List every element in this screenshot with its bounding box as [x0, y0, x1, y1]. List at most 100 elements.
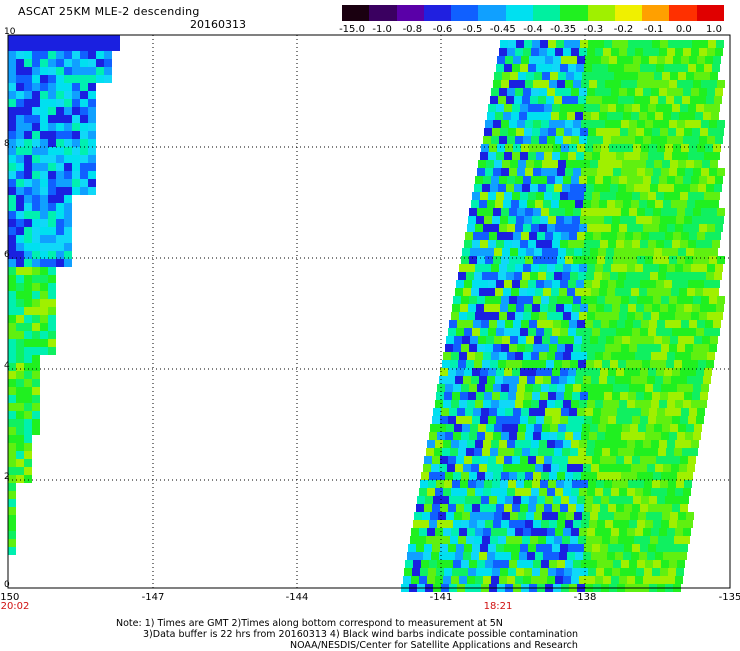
swath-cell	[64, 219, 72, 227]
swath-cell	[24, 395, 32, 403]
swath-cell	[40, 91, 48, 99]
swath-cell	[40, 115, 48, 123]
swath-cell	[633, 144, 641, 152]
swath-cell	[589, 296, 597, 304]
swath-cell	[551, 200, 559, 208]
swath-cell	[464, 328, 472, 336]
swath-cell	[685, 344, 693, 352]
swath-cell	[559, 464, 567, 472]
swath-cell	[696, 152, 704, 160]
swath-cell	[683, 224, 691, 232]
swath-cell	[519, 200, 527, 208]
swath-cell	[404, 568, 412, 576]
swath-cell	[16, 467, 24, 475]
swath-cell	[480, 280, 488, 288]
swath-cell	[483, 136, 491, 144]
swath-cell	[8, 363, 16, 371]
swath-cell	[659, 264, 667, 272]
swath-cell	[668, 304, 676, 312]
swath-cell	[699, 312, 707, 320]
swath-cell	[469, 384, 477, 392]
swath-cell	[477, 432, 485, 440]
swath-cell	[567, 112, 575, 120]
swath-cell	[88, 155, 96, 163]
swath-cell	[502, 160, 510, 168]
swath-cell	[669, 520, 677, 528]
swath-cell	[533, 256, 541, 264]
swath-cell	[555, 528, 563, 536]
swath-cell	[556, 40, 564, 48]
swath-cell	[716, 304, 724, 312]
swath-cell	[687, 376, 695, 384]
swath-cell	[501, 560, 509, 568]
swath-cell	[606, 336, 614, 344]
x-tick-label: -135	[718, 592, 740, 603]
swath-cell	[699, 352, 707, 360]
swath-cell	[704, 368, 712, 376]
swath-cell	[24, 83, 32, 91]
swath-cell	[515, 48, 523, 56]
swath-cell	[572, 480, 580, 488]
swath-cell	[8, 403, 16, 411]
swath-cell	[649, 144, 657, 152]
swath-cell	[599, 552, 607, 560]
swath-cell	[568, 544, 576, 552]
swath-cell	[512, 456, 520, 464]
swath-cell	[701, 296, 709, 304]
swath-cell	[678, 248, 686, 256]
swath-cell	[587, 136, 595, 144]
swath-cell	[8, 179, 16, 187]
swath-cell	[591, 376, 599, 384]
swath-cell	[448, 456, 456, 464]
swath-cell	[548, 304, 556, 312]
swath-cell	[455, 288, 463, 296]
swath-cell	[438, 512, 446, 520]
swath-cell	[675, 400, 683, 408]
swath-cell	[584, 192, 592, 200]
swath-cell	[515, 576, 523, 584]
swath-cell	[443, 576, 451, 584]
swath-cell	[577, 144, 585, 152]
swath-cell	[681, 56, 689, 64]
swath-cell	[562, 536, 570, 544]
swath-cell	[421, 520, 429, 528]
swath-cell	[469, 520, 477, 528]
swath-cell	[548, 392, 556, 400]
swath-cell	[662, 336, 670, 344]
swath-cell	[464, 240, 472, 248]
swath-cell	[488, 240, 496, 248]
swath-cell	[535, 112, 543, 120]
swath-cell	[478, 336, 486, 344]
swath-cell	[16, 115, 24, 123]
swath-cell	[606, 424, 614, 432]
swath-cell	[595, 400, 603, 408]
swath-cell	[643, 576, 651, 584]
swath-cell	[533, 80, 541, 88]
swath-cell	[491, 528, 499, 536]
swath-cell	[592, 240, 600, 248]
swath-cell	[32, 395, 40, 403]
swath-cell	[660, 40, 668, 48]
swath-cell	[628, 480, 636, 488]
swath-cell	[589, 344, 597, 352]
swath-cell	[592, 64, 600, 72]
swath-cell	[574, 248, 582, 256]
swath-cell	[533, 168, 541, 176]
swath-cell	[677, 168, 685, 176]
swath-cell	[493, 80, 501, 88]
swath-cell	[483, 312, 491, 320]
swath-cell	[472, 328, 480, 336]
swath-cell	[710, 160, 718, 168]
swath-cell	[446, 424, 454, 432]
swath-cell	[501, 472, 509, 480]
swath-cell	[563, 352, 571, 360]
swath-cell	[690, 448, 698, 456]
swath-cell	[659, 576, 667, 584]
swath-cell	[611, 48, 619, 56]
swath-cell	[711, 200, 719, 208]
swath-cell	[24, 475, 32, 483]
swath-cell	[16, 315, 24, 323]
swath-cell	[503, 288, 511, 296]
swath-cell	[511, 288, 519, 296]
swath-cell	[504, 104, 512, 112]
